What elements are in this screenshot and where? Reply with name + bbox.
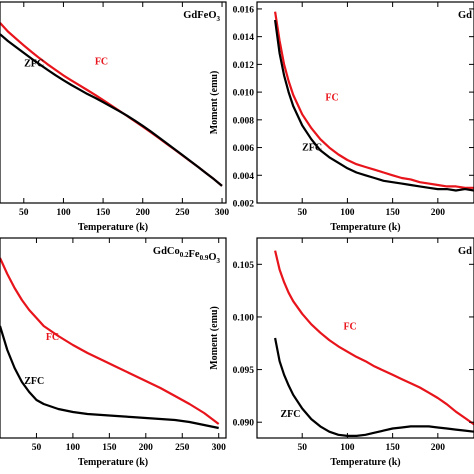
y-tick-label: 0.006	[233, 144, 255, 154]
x-tick-label: 200	[139, 443, 154, 453]
x-tick-label: 300	[212, 443, 227, 453]
panel-title: GdFeO3	[183, 10, 220, 23]
panel-top-left: 50 100 150 200 250 300 Temperature (k) GdFeO3 FC…	[0, 1, 230, 233]
x-tick-label: 150	[386, 208, 401, 218]
y-tick-label: 0.016	[233, 5, 255, 15]
y-tick-label: 0.014	[233, 33, 255, 43]
axes-frame	[256, 1, 474, 204]
y-tick-label: 0.100	[233, 313, 255, 323]
x-tick-label: 250	[175, 208, 190, 218]
y-tick-label: 0.008	[233, 116, 255, 126]
curve-label-zfc: ZFC	[302, 142, 322, 153]
x-tick-label: 50	[19, 208, 29, 218]
series-line-fc	[274, 11, 474, 189]
curve-label-zfc: ZFC	[24, 376, 44, 387]
panel-title: Gd	[458, 246, 472, 257]
y-tick-label: 0.012	[233, 61, 255, 71]
x-tick-label: 150	[386, 443, 401, 453]
panel-bottom-right: 50 100 150 200 0.090 0.095 0.100 0.105 Temperatu…	[209, 237, 474, 468]
axes-frame	[0, 1, 227, 204]
x-axis-label: Temperature (k)	[78, 222, 148, 233]
x-axis-label: Temperature (k)	[330, 457, 400, 468]
curve-label-fc: FC	[46, 332, 59, 343]
x-tick-label: 50	[297, 208, 307, 218]
x-tick-label: 150	[102, 443, 117, 453]
series-line-zfc	[274, 19, 474, 192]
curve-label-zfc: ZFC	[280, 409, 300, 420]
x-tick-label: 100	[340, 208, 355, 218]
y-axis-label: Moment (emu)	[209, 71, 220, 135]
x-tick-label: 200	[136, 208, 151, 218]
x-tick-label: 200	[431, 443, 446, 453]
axes-frame	[0, 237, 227, 439]
series-line-fc	[0, 257, 220, 425]
x-tick-label: 250	[175, 443, 190, 453]
x-tick-label: 100	[66, 443, 81, 453]
series-line-zfc	[0, 325, 219, 430]
series-line-fc	[274, 250, 474, 426]
x-tick-label: 100	[340, 443, 355, 453]
panel-top-right: 50 100 150 200 0.002 0.004 0.006 0.008 0.010 0.01…	[209, 1, 474, 233]
x-tick-label: 300	[215, 208, 230, 218]
x-tick-label: 50	[297, 443, 307, 453]
x-tick-label: 100	[56, 208, 71, 218]
curve-label-zfc: ZFC	[24, 58, 44, 69]
panel-bottom-left: 50 100 150 200 250 300 Temperature (k) GdCo0.2F…	[0, 237, 227, 468]
y-tick-label: 0.004	[233, 172, 255, 182]
x-tick-label: 150	[96, 208, 111, 218]
curve-label-fc: FC	[325, 92, 338, 103]
y-tick-label: 0.090	[233, 419, 255, 429]
curve-label-fc: FC	[95, 56, 108, 67]
x-tick-label: 200	[431, 208, 446, 218]
x-axis-label: Temperature (k)	[78, 457, 148, 468]
y-tick-label: 0.105	[233, 261, 255, 271]
y-tick-label: 0.002	[233, 200, 255, 210]
panel-title: Gd	[458, 10, 472, 21]
axes-frame	[256, 237, 474, 439]
x-tick-label: 50	[32, 443, 42, 453]
series-line-zfc	[0, 33, 223, 187]
x-axis-label: Temperature (k)	[330, 222, 400, 233]
y-tick-label: 0.095	[233, 366, 255, 376]
y-tick-label: 0.010	[233, 89, 255, 99]
y-axis-label: Moment (emu)	[209, 306, 220, 370]
panel-title: GdCo0.2Fe0.9O3	[153, 246, 221, 265]
curve-label-fc: FC	[343, 322, 356, 333]
series-line-zfc	[274, 337, 474, 437]
